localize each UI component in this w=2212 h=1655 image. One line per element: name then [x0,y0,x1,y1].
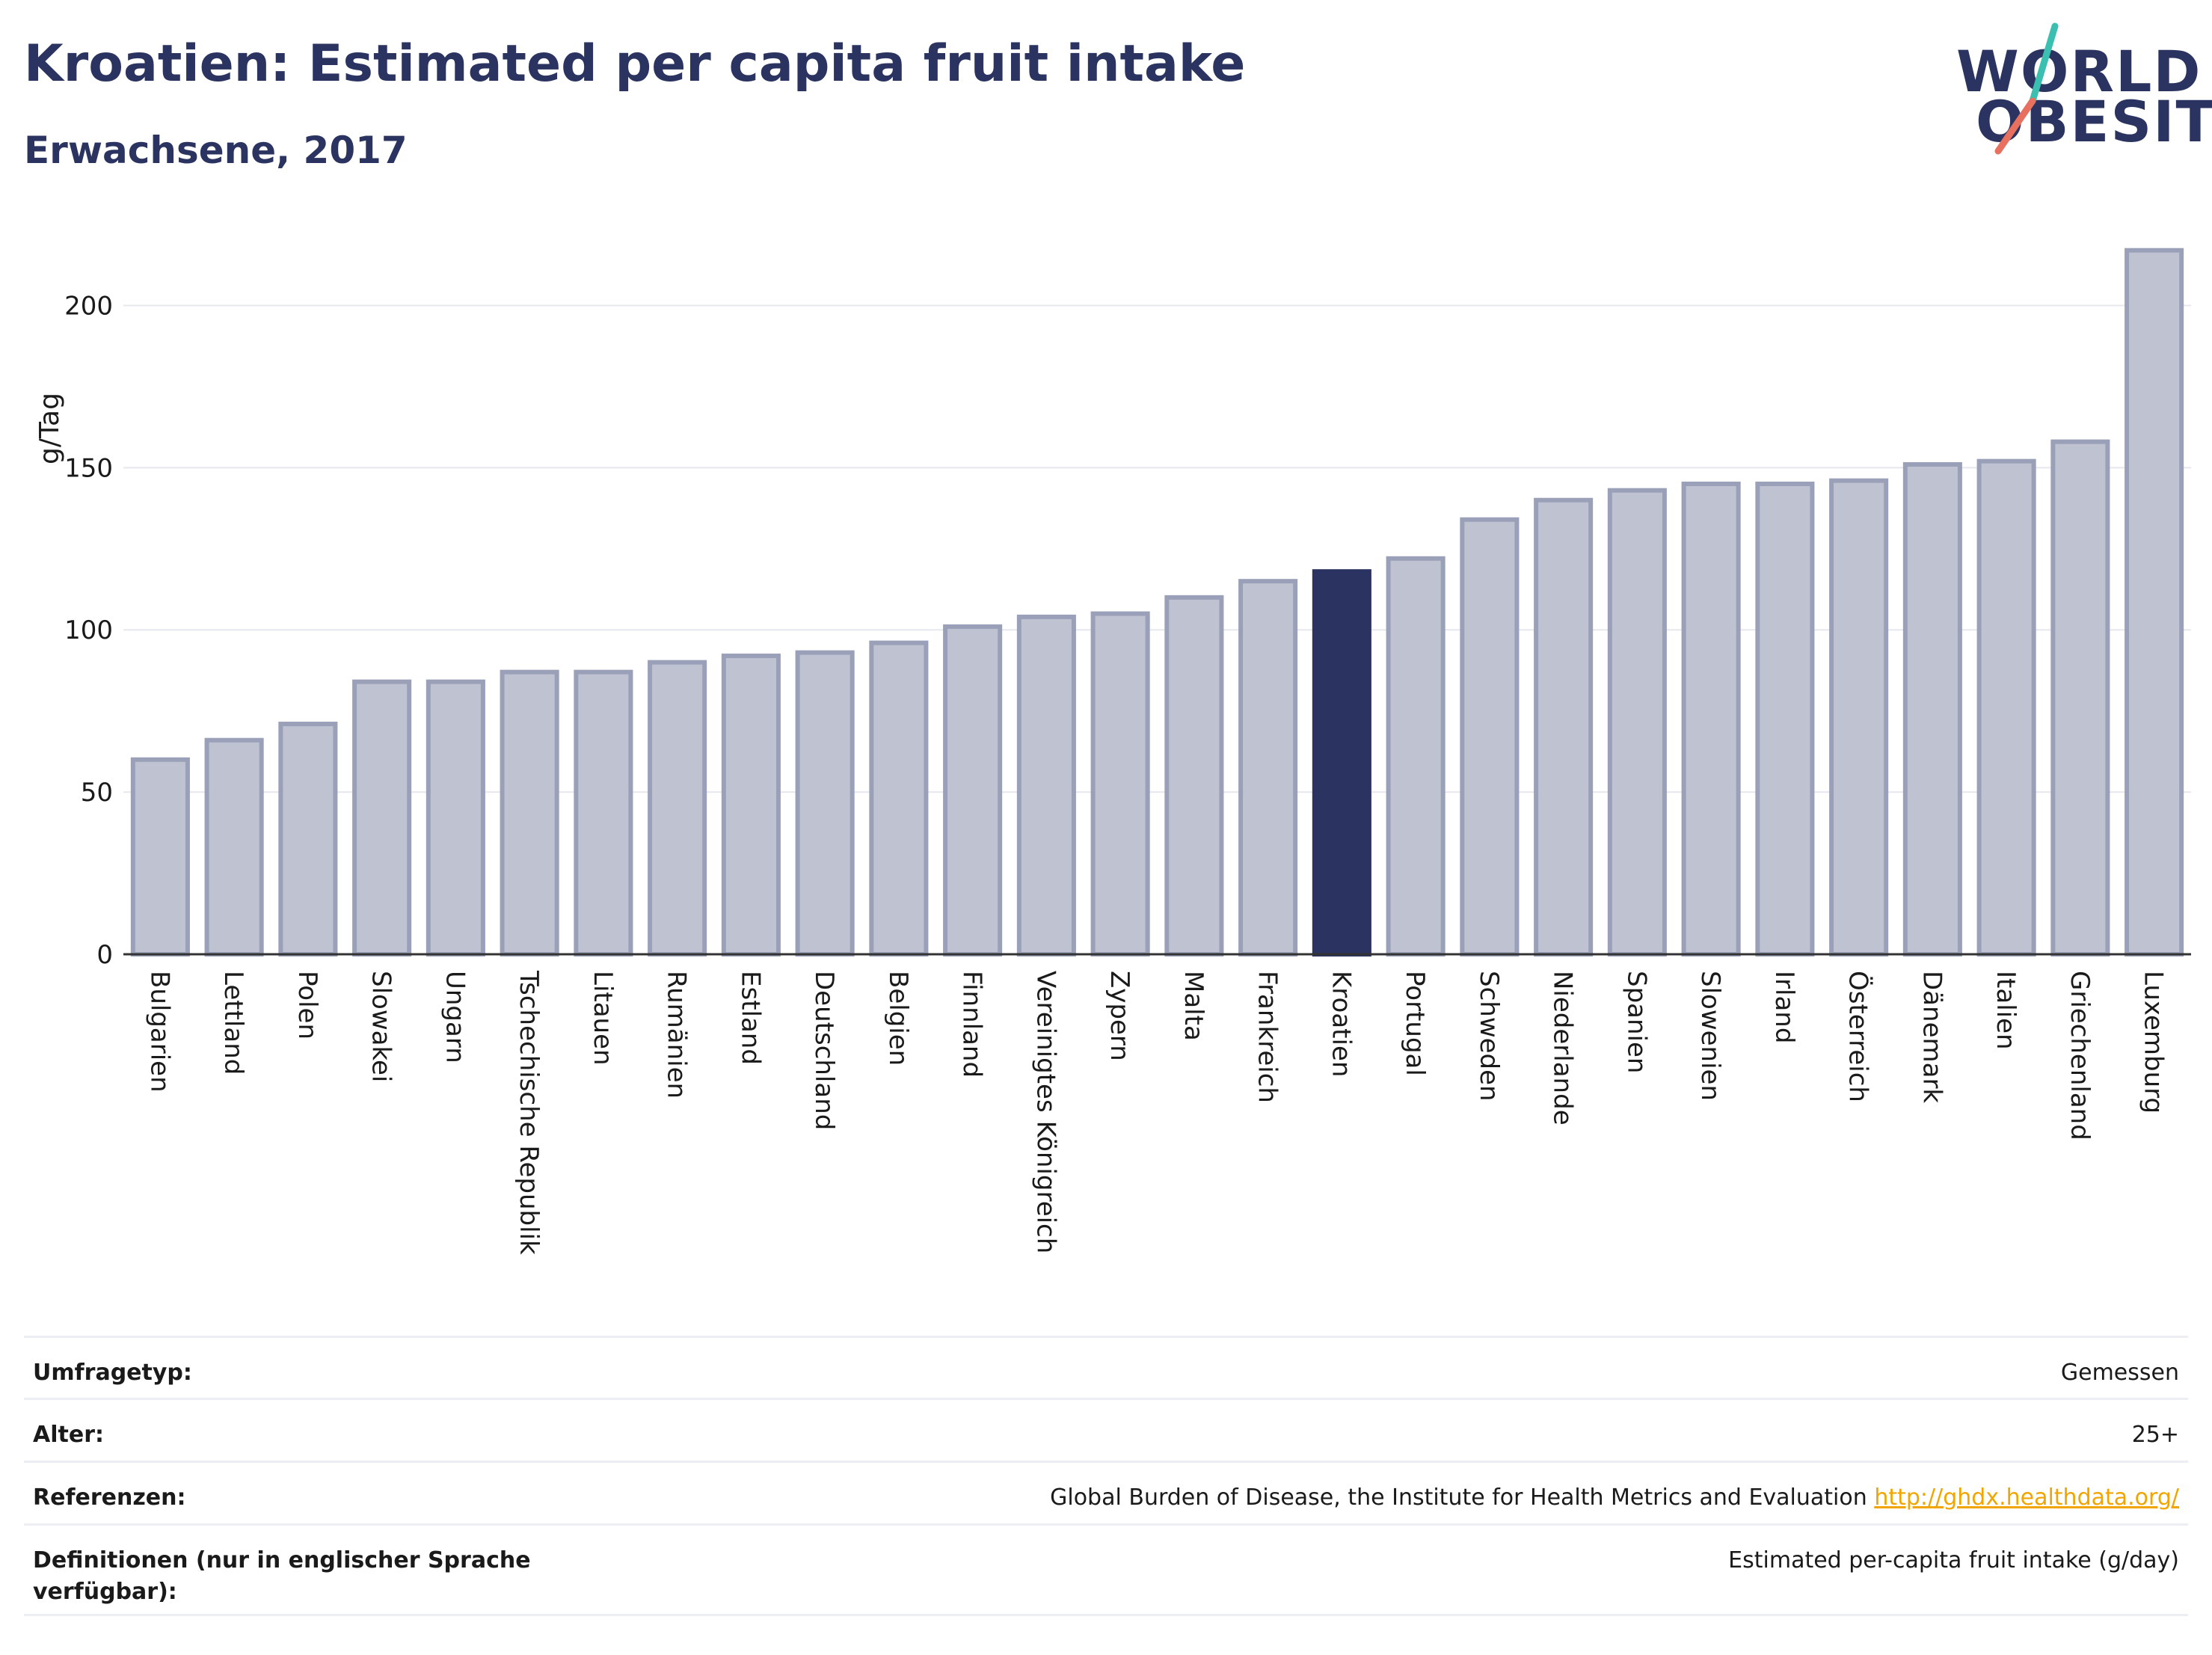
x-tick-label: Griechenland [2065,971,2095,1140]
bar-griechenland [2050,439,2110,957]
bar-polen [278,722,338,957]
chart-subtitle: Erwachsene, 2017 [24,129,408,172]
x-tick-label: Kroatien [1326,971,1356,1077]
x-tick-label: Slowenien [1695,971,1725,1101]
x-tick-label: Zypern [1105,971,1134,1061]
x-tick-label: Litauen [588,971,618,1066]
bar-italien [1976,458,2036,957]
bar-chart: 0 50 100 150 200 g/Tag Bulgarien Lettland Polen S… [34,248,2191,1255]
y-tick-label: 100 [64,615,113,645]
meta-row-age: Alter: 25+ [24,1398,2188,1461]
y-axis-label: g/Tag [34,393,65,464]
bar-dänemark [1902,461,1962,957]
y-tick-label: 50 [81,778,113,808]
bar-lettland [204,737,264,957]
reference-text: Global Burden of Disease, the Institute … [1050,1484,1867,1511]
x-tick-label: Rumänien [662,971,692,1099]
bar-zypern [1090,611,1150,957]
x-tick-label: Estland [735,971,765,1065]
meta-label: Alter: [33,1422,104,1448]
x-tick-label: Italien [1991,971,2021,1050]
meta-label: Referenzen: [33,1484,186,1511]
x-tick-label: Spanien [1621,971,1651,1073]
y-tick-label: 200 [64,291,113,321]
x-tick-label: Slowakei [366,971,396,1082]
meta-value: Estimated per-capita fruit intake (g/day… [1728,1547,2179,1573]
x-tick-label: Schweden [1474,971,1504,1102]
bar-luxemburg [2125,248,2184,957]
logo-text-world: WORLD [1956,38,2202,105]
world-obesity-logo: WORLD OBESITY [1944,22,2212,165]
x-tick-label: Finnland [957,971,987,1078]
x-tick-label: Polen [292,971,322,1040]
x-tick-label: Niederlande [1548,971,1578,1126]
bar-niederlande [1534,497,1594,957]
bar-malta [1164,595,1224,957]
x-tick-label: Österreich [1843,971,1874,1102]
meta-label: Umfragetyp: [33,1360,192,1386]
x-tick-label: Frankreich [1253,971,1282,1103]
bar-tschechische-republik [500,669,559,957]
bar-vereinigtes-königreich [1016,614,1076,957]
x-tick-label: Dänemark [1917,971,1947,1103]
bar-frankreich [1238,579,1298,957]
bar-bulgarien [130,757,190,957]
y-tick-label: 150 [64,453,113,483]
y-tick-label: 0 [96,940,113,970]
x-tick-label: Bulgarien [144,971,174,1093]
bar-finnland [943,624,1003,957]
x-tick-label: Malta [1179,971,1208,1041]
bar-schweden [1460,517,1520,957]
bar-irland [1755,482,1815,957]
bar-kroatien [1312,569,1371,957]
x-tick-label: Deutschland [809,971,839,1130]
reference-link[interactable]: http://ghdx.healthdata.org/ [1874,1484,2179,1511]
bar-estland [721,653,781,957]
meta-row-survey-type: Umfragetyp: Gemessen [24,1336,2188,1398]
meta-row-definitions: Definitionen (nur in englischer Sprache … [24,1523,2188,1616]
meta-label: Definitionen (nur in englischer Sprache … [33,1547,531,1605]
x-tick-label: Luxemburg [2139,971,2169,1114]
meta-value: 25+ [2131,1422,2179,1448]
x-tick-label: Irland [1769,971,1799,1043]
bar-belgien [869,640,929,957]
bar-slowakei [352,679,412,957]
metadata-table: Umfragetyp: Gemessen Alter: 25+ Referenz… [24,1336,2188,1616]
bar-spanien [1607,488,1667,957]
meta-value-references: Global Burden of Disease, the Institute … [1041,1463,2188,1514]
bar-slowenien [1681,482,1741,957]
x-tick-label: Tschechische Republik [514,970,544,1255]
chart-title: Kroatien: Estimated per capita fruit int… [24,34,1246,93]
bar-rumänien [648,660,707,957]
bar-ungarn [425,679,485,957]
bar-portugal [1386,556,1446,957]
x-tick-label: Ungarn [440,971,470,1063]
x-tick-label: Belgien [883,971,913,1066]
meta-value: Gemessen [2060,1360,2179,1386]
x-tick-label: Portugal [1400,971,1430,1076]
bar-österreich [1829,478,1889,957]
x-tick-label: Vereinigtes Königreich [1030,971,1060,1253]
logo-slash-icon [1994,22,2059,155]
bar-deutschland [795,650,855,957]
bar-litauen [574,669,633,957]
x-tick-label: Lettland [218,971,248,1075]
meta-row-references: Referenzen: Global Burden of Disease, th… [24,1461,2188,1523]
